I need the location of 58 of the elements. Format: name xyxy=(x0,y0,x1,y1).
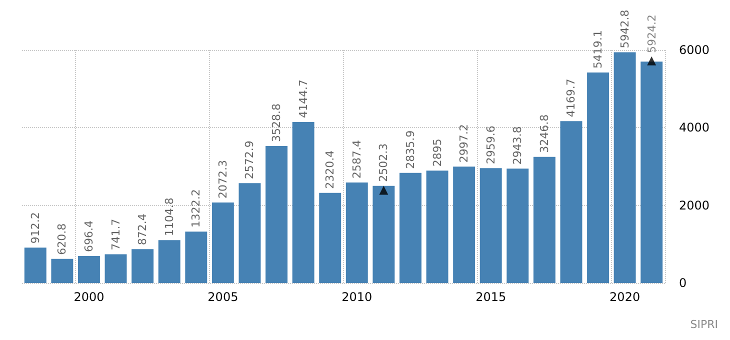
bar xyxy=(24,248,46,283)
bar xyxy=(51,258,74,283)
bar xyxy=(292,122,314,283)
data-label: 4144.7 xyxy=(296,80,310,118)
y-tick-label: 6000 xyxy=(679,43,710,57)
data-label: 2587.4 xyxy=(350,140,364,179)
data-label: 3246.8 xyxy=(538,114,551,153)
bar xyxy=(506,168,529,283)
bar xyxy=(104,254,127,283)
bar xyxy=(372,186,395,283)
bar xyxy=(266,146,288,283)
data-label: 2072.3 xyxy=(216,160,230,199)
data-label: 1104.8 xyxy=(162,198,176,236)
data-label: 2943.8 xyxy=(511,126,524,165)
data-label: 5942.8 xyxy=(618,10,632,48)
x-tick-label: 2000 xyxy=(74,290,104,304)
annotation: 5924.2 xyxy=(645,14,658,53)
data-label: 912.2 xyxy=(28,212,42,244)
bar xyxy=(533,156,556,283)
data-label: 2997.2 xyxy=(458,124,471,163)
bar xyxy=(185,232,208,283)
data-label: 696.4 xyxy=(82,220,96,252)
x-tick-label: 2020 xyxy=(610,290,640,304)
bar xyxy=(238,183,261,283)
bar xyxy=(453,166,476,283)
x-tick-label: 2010 xyxy=(342,290,372,304)
bar xyxy=(614,52,636,283)
y-tick-label: 2000 xyxy=(679,198,710,212)
bar xyxy=(426,170,448,283)
data-label: 5419.1 xyxy=(592,30,605,69)
data-label: 2502.3 xyxy=(377,143,390,182)
y-tick-label: 0 xyxy=(679,276,687,290)
data-label: 4169.7 xyxy=(564,78,578,118)
data-label: 2835.9 xyxy=(404,130,417,169)
bar xyxy=(560,121,582,283)
x-tick-label: 2005 xyxy=(208,290,238,304)
bar xyxy=(640,62,663,283)
data-label: 620.8 xyxy=(56,223,69,255)
bar xyxy=(158,240,180,283)
bar xyxy=(587,72,610,283)
bar xyxy=(212,202,234,283)
data-label: 1322.2 xyxy=(190,189,203,228)
bar xyxy=(132,249,154,283)
data-label: 741.7 xyxy=(109,218,122,250)
bar xyxy=(346,182,368,283)
bar xyxy=(78,256,100,283)
x-tick-label: 2015 xyxy=(476,290,506,304)
data-label: 2320.4 xyxy=(324,150,337,189)
bar xyxy=(480,168,502,283)
data-label: 2572.9 xyxy=(243,140,256,180)
bar xyxy=(399,172,422,283)
bar xyxy=(319,192,342,283)
data-label: 2959.6 xyxy=(484,126,498,164)
data-label: 3528.8 xyxy=(270,103,284,142)
data-label: 872.4 xyxy=(136,214,150,246)
y-tick-label: 4000 xyxy=(679,120,710,135)
text: SIPRI xyxy=(690,318,718,331)
data-label: 2895 xyxy=(430,138,444,167)
